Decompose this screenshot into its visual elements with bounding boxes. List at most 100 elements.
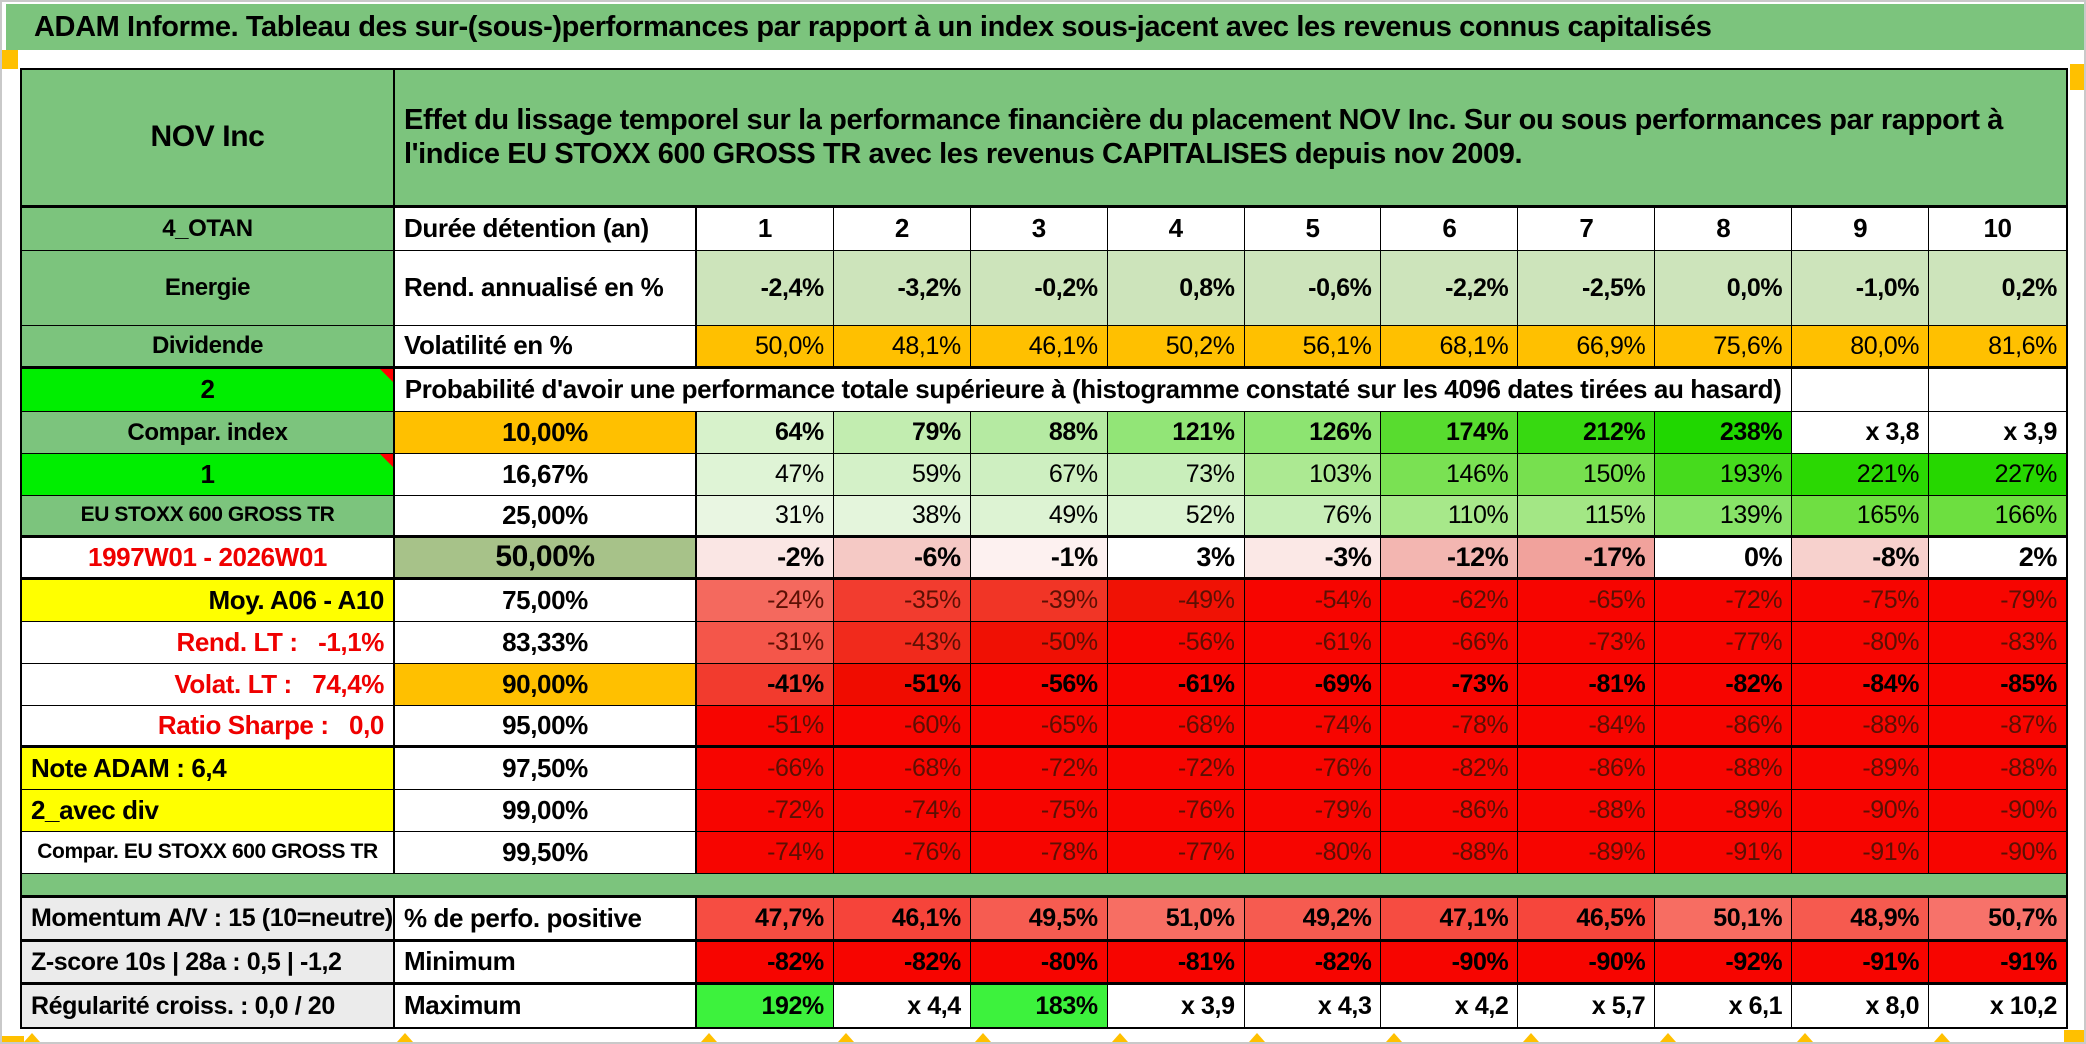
cell[interactable]: x 4,4 <box>833 985 971 1027</box>
cell[interactable]: 76% <box>1244 496 1382 535</box>
cell[interactable]: x 4,2 <box>1381 985 1519 1027</box>
cell[interactable]: 46,1% <box>833 898 971 939</box>
cell[interactable]: 1997W01 - 2026W01 <box>22 538 395 577</box>
instrument-name[interactable]: NOV Inc <box>22 70 395 205</box>
cell[interactable]: -56% <box>970 664 1108 705</box>
cell[interactable]: 81,6% <box>1929 326 2066 366</box>
cell[interactable]: 166% <box>1929 496 2066 535</box>
cell[interactable]: 2 <box>833 208 971 250</box>
cell[interactable]: x 10,2 <box>1929 985 2066 1027</box>
cell[interactable]: EU STOXX 600 GROSS TR <box>22 496 395 535</box>
cell[interactable]: 10,00% <box>395 412 697 453</box>
cell[interactable]: -1% <box>970 538 1108 577</box>
cell[interactable]: -72% <box>697 790 834 831</box>
cell[interactable]: 6 <box>1381 208 1519 250</box>
cell[interactable]: 183% <box>970 985 1108 1027</box>
cell[interactable]: 59% <box>833 454 971 495</box>
cell[interactable]: -65% <box>970 706 1108 745</box>
cell[interactable]: -68% <box>833 748 971 789</box>
cell[interactable]: 47% <box>697 454 834 495</box>
cell[interactable]: 88% <box>970 412 1108 453</box>
cell[interactable]: 193% <box>1655 454 1793 495</box>
cell[interactable]: 83,33% <box>395 622 697 663</box>
cell[interactable]: 31% <box>697 496 834 535</box>
cell[interactable]: x 8,0 <box>1792 985 1930 1027</box>
cell[interactable]: Energie <box>22 251 395 325</box>
cell[interactable]: -78% <box>970 832 1108 873</box>
cell[interactable]: -51% <box>697 706 834 745</box>
cell[interactable]: -80% <box>970 942 1108 982</box>
cell[interactable]: 52% <box>1107 496 1245 535</box>
cell[interactable]: 227% <box>1929 454 2066 495</box>
cell[interactable]: 115% <box>1518 496 1656 535</box>
cell[interactable]: 47,1% <box>1381 898 1519 939</box>
cell[interactable]: 51,0% <box>1107 898 1245 939</box>
cell[interactable]: -88% <box>1381 832 1519 873</box>
cell[interactable]: 0,0% <box>1655 251 1793 325</box>
cell[interactable]: -39% <box>970 580 1108 621</box>
cell[interactable]: -35% <box>833 580 971 621</box>
cell[interactable]: 5 <box>1244 208 1382 250</box>
cell[interactable]: 238% <box>1655 412 1793 453</box>
cell[interactable]: Note ADAM : 6,4 <box>22 748 395 789</box>
cell[interactable]: -31% <box>697 622 834 663</box>
cell[interactable]: 79% <box>833 412 971 453</box>
cell[interactable]: -24% <box>697 580 834 621</box>
cell[interactable]: -2,2% <box>1381 251 1519 325</box>
cell[interactable]: x 3,9 <box>1929 412 2066 453</box>
cell[interactable]: -81% <box>1518 664 1656 705</box>
cell[interactable]: 75,6% <box>1655 326 1793 366</box>
cell[interactable]: -2,5% <box>1518 251 1656 325</box>
cell[interactable]: 47,7% <box>697 898 834 939</box>
cell[interactable]: -65% <box>1518 580 1656 621</box>
cell[interactable]: 7 <box>1518 208 1656 250</box>
cell[interactable]: x 3,8 <box>1792 412 1930 453</box>
cell[interactable]: -79% <box>1929 580 2066 621</box>
cell[interactable]: 192% <box>697 985 834 1027</box>
cell[interactable]: 139% <box>1655 496 1793 535</box>
cell[interactable]: -90% <box>1518 942 1656 982</box>
cell[interactable]: -76% <box>833 832 971 873</box>
cell[interactable]: 99,50% <box>395 832 697 873</box>
cell[interactable]: -61% <box>1244 622 1382 663</box>
cell[interactable]: x 5,7 <box>1518 985 1656 1027</box>
cell[interactable]: % de perfo. positive <box>395 898 697 939</box>
cell[interactable]: Maximum <box>395 985 697 1027</box>
cell[interactable]: -54% <box>1244 580 1382 621</box>
cell[interactable]: 56,1% <box>1244 326 1382 366</box>
cell[interactable]: -89% <box>1792 748 1930 789</box>
cell[interactable]: x 4,3 <box>1244 985 1382 1027</box>
cell[interactable]: x 3,9 <box>1107 985 1245 1027</box>
cell[interactable]: Z-score 10s | 28a : 0,5 | -1,2 <box>22 942 395 982</box>
cell[interactable]: 50,1% <box>1655 898 1793 939</box>
cell[interactable]: 66,9% <box>1518 326 1656 366</box>
cell[interactable]: -0,6% <box>1244 251 1382 325</box>
cell[interactable]: -77% <box>1107 832 1245 873</box>
cell[interactable]: -91% <box>1929 942 2066 982</box>
cell[interactable]: 2% <box>1929 538 2066 577</box>
cell[interactable]: 75,00% <box>395 580 697 621</box>
cell[interactable]: Ratio Sharpe : 0,0 <box>22 706 395 745</box>
cell[interactable]: Compar. index <box>22 412 395 453</box>
cell[interactable] <box>22 874 2066 895</box>
cell[interactable]: -88% <box>1929 748 2066 789</box>
cell[interactable]: 1 <box>697 208 834 250</box>
cell[interactable]: 4 <box>1107 208 1245 250</box>
cell[interactable]: -73% <box>1381 664 1519 705</box>
cell[interactable]: -81% <box>1107 942 1245 982</box>
cell[interactable]: -72% <box>1655 580 1793 621</box>
cell[interactable]: Probabilité d'avoir une performance tota… <box>395 369 1793 411</box>
cell[interactable]: 49% <box>970 496 1108 535</box>
cell[interactable]: Durée détention (an) <box>395 208 697 250</box>
cell[interactable]: -82% <box>833 942 971 982</box>
cell[interactable]: 2_avec div <box>22 790 395 831</box>
cell[interactable]: 212% <box>1518 412 1656 453</box>
cell[interactable]: 50,0% <box>697 326 834 366</box>
cell[interactable]: Dividende <box>22 326 395 366</box>
cell[interactable]: -79% <box>1244 790 1382 831</box>
cell[interactable]: 8 <box>1655 208 1793 250</box>
cell[interactable]: -78% <box>1381 706 1519 745</box>
cell[interactable]: -12% <box>1381 538 1519 577</box>
cell[interactable]: 49,2% <box>1244 898 1382 939</box>
cell[interactable]: 46,5% <box>1518 898 1656 939</box>
